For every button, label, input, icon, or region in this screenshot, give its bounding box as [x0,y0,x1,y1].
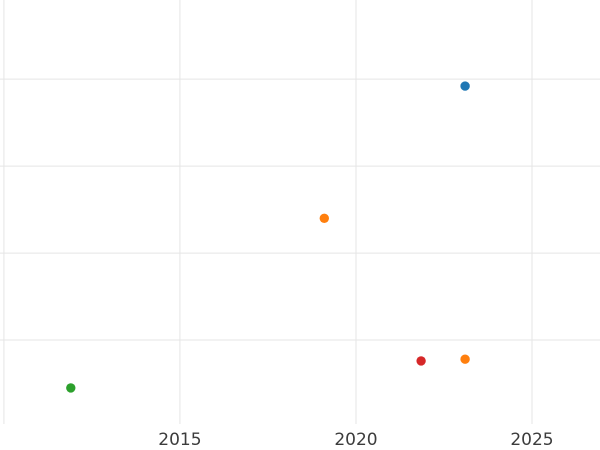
scatter-point-red [416,356,426,366]
scatter-point-orange [460,354,470,364]
x-tick-label: 2025 [510,430,553,450]
scatter-point-green [66,383,76,393]
x-tick-label: 2015 [158,430,201,450]
scatter-point-orange [319,213,329,223]
x-tick-label: 2020 [334,430,377,450]
scatter-point-blue [460,81,470,91]
